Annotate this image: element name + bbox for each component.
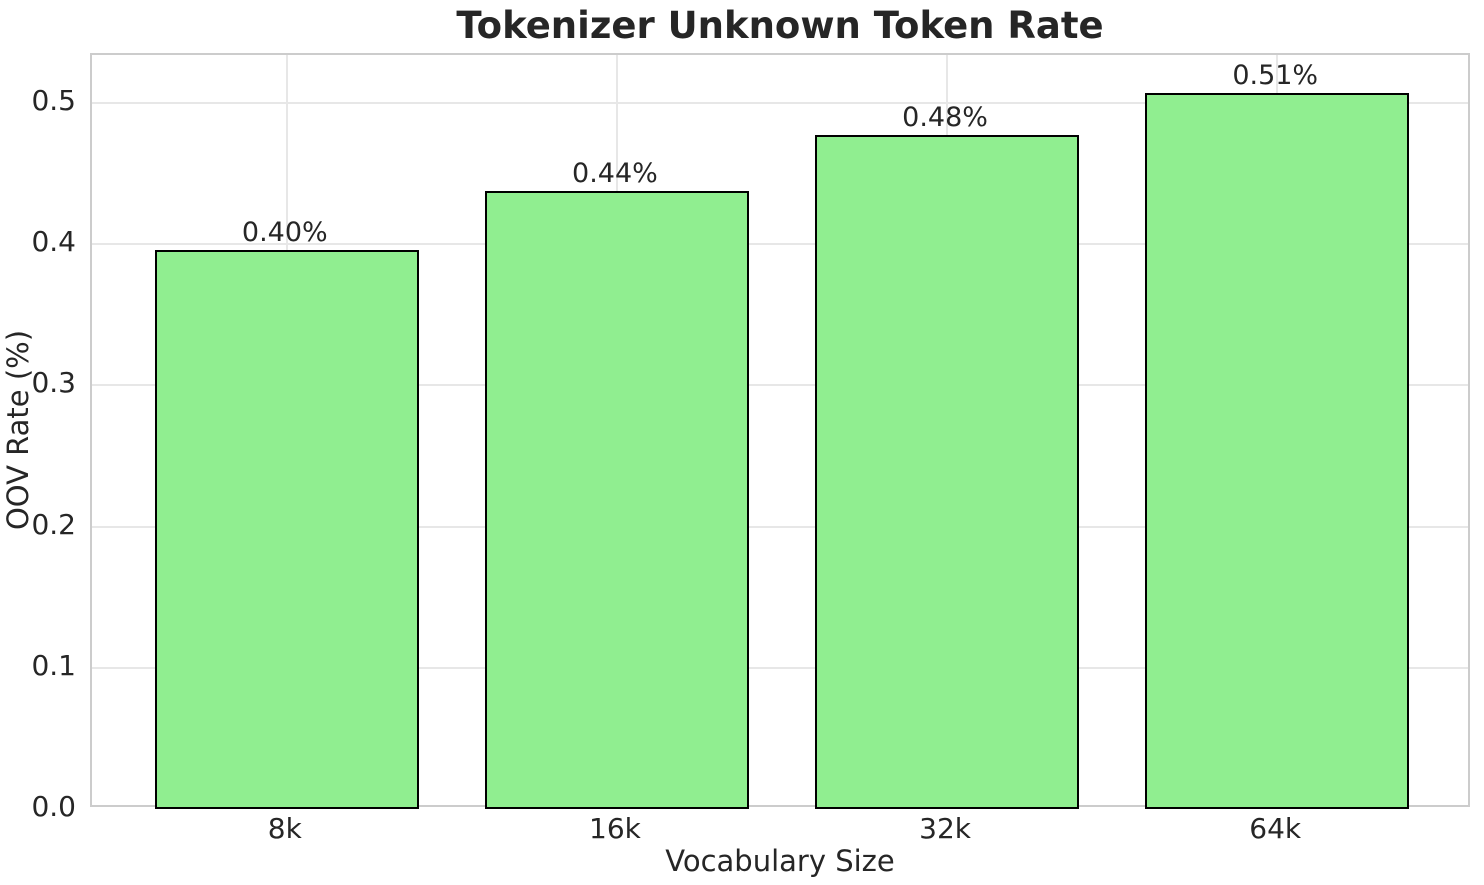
y-tick-label: 0.4 [31, 225, 76, 259]
x-axis-label: Vocabulary Size [665, 844, 895, 878]
h-gridline [92, 102, 1468, 104]
chart-title: Tokenizer Unknown Token Rate [456, 4, 1104, 47]
x-tick-label: 8k [267, 812, 302, 845]
y-axis-label: OOV Rate (%) [1, 329, 35, 531]
h-gridline [92, 525, 1468, 528]
h-gridline [92, 384, 1468, 387]
bar-value-label: 0.48% [902, 102, 988, 134]
y-tick-label: 0.2 [31, 507, 76, 541]
y-tick-label: 0.0 [31, 790, 76, 823]
x-tick-label: 32k [919, 812, 971, 845]
h-gridline [92, 243, 1468, 246]
plot-area [90, 53, 1470, 809]
bar-value-label: 0.44% [572, 157, 658, 189]
y-tick-label: 0.1 [31, 648, 76, 682]
bar-8k [154, 249, 419, 809]
h-gridline [92, 666, 1468, 669]
y-tick-label: 0.3 [31, 366, 76, 400]
bar-value-label: 0.40% [241, 216, 328, 248]
bar-64k [1145, 93, 1410, 809]
bar-16k [484, 190, 749, 809]
y-tick-label: 0.5 [31, 84, 76, 117]
x-tick-label: 16k [589, 812, 641, 845]
bar-32k [815, 135, 1080, 809]
x-tick-label: 64k [1249, 812, 1302, 845]
bar-value-label: 0.51% [1232, 60, 1319, 92]
